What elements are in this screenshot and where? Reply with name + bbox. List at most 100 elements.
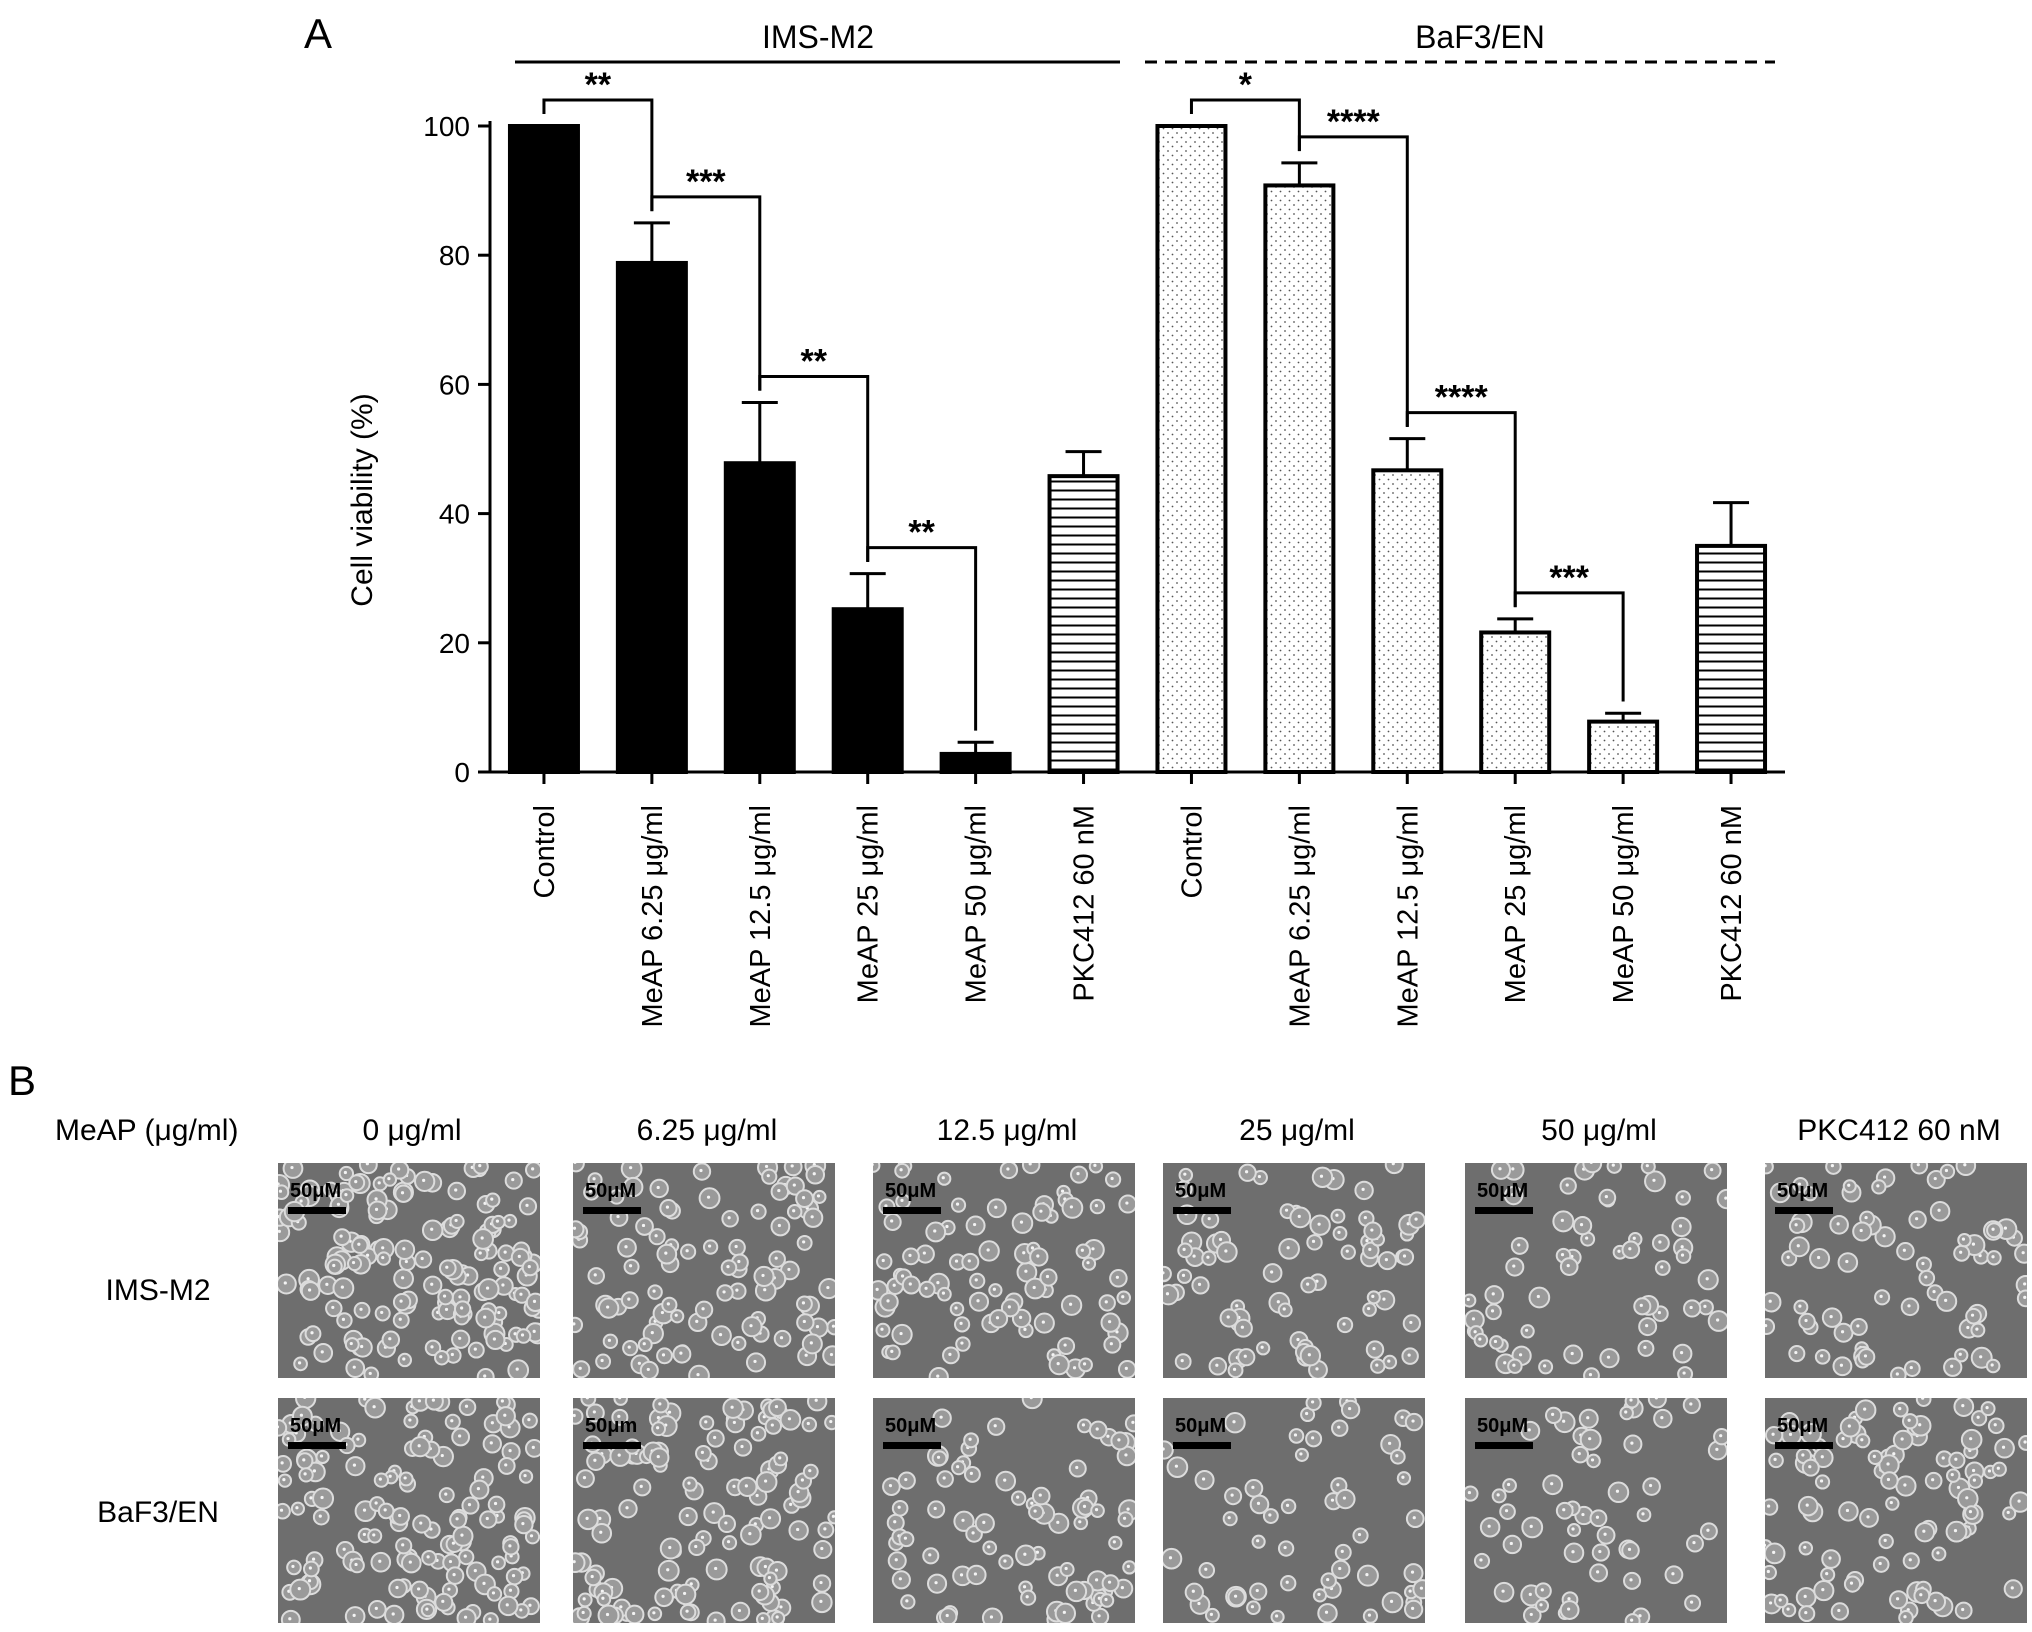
significance-bracket: **** [1297, 103, 1409, 427]
micrograph: 50μM [873, 1163, 1135, 1378]
micrograph-column-header: 0 μg/ml [363, 1114, 462, 1147]
scale-bar-label: 50μM [885, 1180, 936, 1202]
micrograph-column-header: PKC412 60 nM [1797, 1114, 2000, 1147]
scale-bar [1475, 1207, 1533, 1214]
scale-bar-label: 50μM [885, 1415, 936, 1437]
scale-bar-label: 50μM [1477, 1415, 1528, 1437]
bar [1155, 124, 1228, 774]
scale-bar-label: 50μM [1175, 1415, 1226, 1437]
y-tick-label: 100 [423, 111, 470, 142]
micrograph: 50μM [1465, 1163, 1727, 1378]
micrograph: 50μM [1465, 1398, 1727, 1623]
micrograph: 50μM [278, 1398, 540, 1623]
y-axis: 0 20 40 60 80 100 [423, 111, 492, 788]
bar [939, 751, 1012, 774]
bar [1263, 183, 1336, 774]
x-tick-label: MeAP 12.5 μg/ml [745, 805, 777, 1028]
panel-a: A IMS-M2 BaF3/EN Cell viability (%) 0 20 4… [304, 10, 1785, 1028]
scale-bar-label: 50μM [1175, 1180, 1226, 1202]
micrograph-column-header: 25 μg/ml [1239, 1114, 1355, 1147]
scale-bar-label: 50μM [585, 1180, 636, 1202]
significance-bracket: **** [1405, 379, 1517, 608]
significance-bracket: * [1189, 66, 1301, 152]
micrograph: 50μM [873, 1398, 1135, 1623]
micrograph: 50μM [1163, 1163, 1425, 1378]
x-tick-label: PKC412 60 nM [1716, 805, 1748, 1002]
x-tick-label: MeAP 50 μg/ml [1608, 805, 1640, 1003]
scale-bar [288, 1207, 346, 1214]
significance-brackets: ********************* [542, 66, 1625, 731]
panel-a-label: A [304, 10, 332, 57]
bar [1047, 474, 1120, 774]
x-tick-label: PKC412 60 nM [1069, 805, 1101, 1002]
scale-bar [883, 1442, 941, 1449]
scale-bar-label: 50μM [1777, 1180, 1828, 1202]
bars [507, 124, 1768, 775]
error-bar [1713, 501, 1750, 546]
significance-label: ** [908, 514, 935, 552]
panel-b-header-label: MeAP (μg/ml) [55, 1114, 238, 1147]
significance-bracket: *** [650, 163, 762, 391]
micrograph: 50μM [573, 1163, 835, 1378]
micrograph: 50μM [1765, 1163, 2027, 1378]
group-label-baf3-en: BaF3/EN [1415, 19, 1545, 55]
micrograph-column-header: 50 μg/ml [1541, 1114, 1657, 1147]
error-bar [1281, 161, 1318, 186]
micrograph-column-header: 12.5 μg/ml [937, 1114, 1078, 1147]
scale-bar [883, 1207, 941, 1214]
error-bar [849, 572, 886, 610]
bar [615, 260, 688, 774]
scale-bar [1173, 1207, 1231, 1214]
bar [1587, 719, 1660, 774]
error-bar [1497, 617, 1534, 633]
micrograph: 50μM [1163, 1398, 1425, 1623]
significance-bracket: *** [1513, 559, 1625, 702]
micrograph-row-label: IMS-M2 [106, 1274, 211, 1307]
micrograph-row-label: BaF3/EN [97, 1496, 219, 1529]
significance-bracket: ** [866, 514, 978, 731]
micrograph: 50μm [573, 1398, 835, 1623]
bar [1479, 630, 1552, 774]
y-tick-label: 0 [454, 757, 470, 788]
micrograph-row-labels: IMS-M2 BaF3/EN [97, 1274, 219, 1529]
significance-label: *** [1549, 559, 1589, 597]
scale-bar [1775, 1207, 1833, 1214]
bar [1371, 468, 1444, 774]
y-axis-label: Cell viability (%) [346, 393, 379, 606]
micrograph-grid: 50μM 50μM 50μM 50μM 50μM 50μM 50μM 50μm 50μM 50μM… [278, 1163, 2027, 1623]
error-bar [1389, 437, 1426, 471]
bar [723, 461, 796, 774]
scale-bar-label: 50μm [585, 1415, 637, 1437]
bar [507, 124, 580, 774]
x-tick-label: Control [1176, 805, 1208, 899]
x-axis: Control MeAP 6.25 μg/ml MeAP 12.5 μg/ml MeA… [490, 770, 1785, 1028]
significance-label: **** [1327, 103, 1381, 141]
scale-bar-label: 50μM [1477, 1180, 1528, 1202]
bar [1695, 543, 1768, 775]
error-bar [633, 221, 670, 263]
error-bar [741, 400, 778, 464]
significance-label: ** [801, 342, 828, 380]
x-tick-label: MeAP 12.5 μg/ml [1392, 805, 1424, 1028]
x-tick-label: MeAP 25 μg/ml [853, 805, 885, 1003]
panel-b-label: B [8, 1057, 36, 1104]
significance-bracket: ** [758, 342, 870, 562]
scale-bar [583, 1207, 641, 1214]
error-bar [1605, 711, 1642, 722]
group-header-baf3-en: BaF3/EN [1145, 19, 1775, 64]
y-tick-label: 40 [439, 499, 470, 530]
scale-bar-label: 50μM [1777, 1415, 1828, 1437]
bar [831, 607, 904, 775]
y-tick-label: 80 [439, 240, 470, 271]
group-header-ims-m2: IMS-M2 [515, 19, 1120, 64]
significance-bracket: ** [542, 66, 654, 212]
error-bars [633, 161, 1750, 754]
scale-bar [1775, 1442, 1833, 1449]
group-label-ims-m2: IMS-M2 [762, 19, 874, 55]
micrograph: 50μM [278, 1163, 540, 1378]
significance-label: *** [686, 163, 726, 201]
scale-bar [583, 1442, 641, 1449]
micrograph: 50μM [1765, 1398, 2027, 1623]
y-tick-label: 20 [439, 628, 470, 659]
